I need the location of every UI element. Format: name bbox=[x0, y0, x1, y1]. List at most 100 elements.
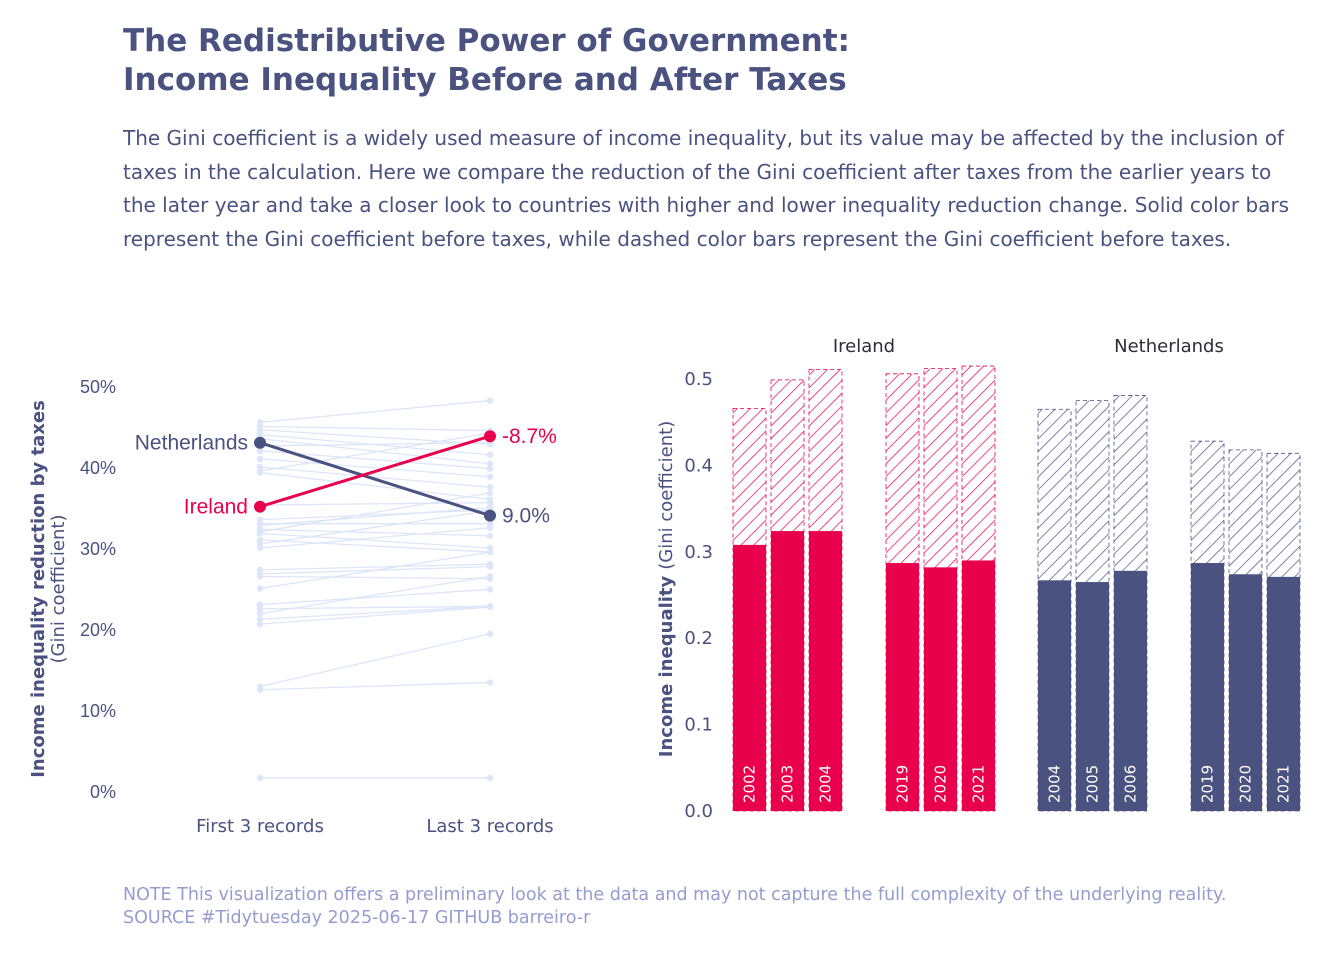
background-line bbox=[259, 588, 491, 606]
bar-after-taxes bbox=[1229, 574, 1262, 811]
bar-year-label: 2006 bbox=[1122, 765, 1140, 803]
background-point bbox=[256, 447, 264, 454]
background-point bbox=[486, 586, 494, 593]
facet-label: Netherlands bbox=[1114, 336, 1224, 357]
background-series bbox=[256, 548, 494, 592]
y-axis-title-sub: (Gini coefficient) bbox=[656, 421, 677, 570]
bar-after-taxes bbox=[924, 567, 957, 811]
background-line bbox=[259, 509, 491, 521]
y-tick-label: 0.3 bbox=[684, 542, 713, 563]
background-series bbox=[256, 573, 494, 582]
bar-year-label: 2005 bbox=[1084, 765, 1102, 803]
background-line bbox=[259, 506, 491, 526]
netherlands-label: Netherlands bbox=[135, 432, 248, 455]
background-line bbox=[259, 442, 491, 447]
background-point bbox=[486, 499, 494, 506]
background-series bbox=[256, 603, 494, 628]
bar-year-label: 2019 bbox=[1199, 765, 1217, 803]
y-tick-label: 0.5 bbox=[684, 369, 713, 390]
ireland-line bbox=[259, 434, 491, 509]
y-tick-label: 0.2 bbox=[684, 628, 713, 649]
background-point bbox=[256, 530, 264, 537]
background-point bbox=[486, 484, 494, 491]
bar-year-label: 2021 bbox=[970, 765, 988, 803]
background-point bbox=[486, 397, 494, 404]
title-line-2: Income Inequality Before and After Taxes bbox=[123, 62, 847, 98]
title-line-1: The Redistributive Power of Government: bbox=[123, 23, 850, 59]
background-series bbox=[256, 526, 494, 540]
background-line bbox=[259, 528, 491, 537]
background-point bbox=[256, 605, 264, 612]
background-point bbox=[256, 585, 264, 592]
background-point bbox=[486, 524, 494, 531]
facet-netherlands: Netherlands 2004 2005 2006 2019 2020 2021 bbox=[1037, 336, 1301, 812]
background-point bbox=[486, 630, 494, 638]
facet-ireland: Ireland 2002 2003 2004 2019 2020 2021 bbox=[732, 336, 996, 812]
background-point bbox=[486, 532, 494, 540]
background-line bbox=[259, 429, 491, 445]
y-axis-title-bold: Income inequality bbox=[656, 575, 677, 757]
background-series bbox=[256, 469, 494, 503]
ireland-point-first bbox=[254, 500, 266, 513]
background-series bbox=[256, 524, 494, 552]
bar-after-taxes bbox=[1267, 576, 1300, 811]
ireland-label: Ireland bbox=[184, 496, 248, 519]
bar-year-label: 2003 bbox=[779, 765, 797, 803]
background-point bbox=[486, 548, 494, 556]
y-tick-label: 0.1 bbox=[684, 715, 713, 736]
background-point bbox=[256, 469, 264, 476]
background-line bbox=[259, 527, 491, 549]
background-line bbox=[259, 532, 491, 549]
y-tick-label: 50% bbox=[80, 377, 116, 397]
background-point bbox=[486, 603, 494, 611]
background-point bbox=[486, 489, 494, 497]
bar-after-taxes bbox=[771, 531, 804, 811]
background-series bbox=[256, 455, 494, 480]
background-point bbox=[486, 460, 494, 467]
y-tick-label: 20% bbox=[80, 620, 116, 640]
background-series bbox=[256, 679, 494, 693]
background-point bbox=[256, 620, 264, 628]
bar-after-taxes bbox=[1076, 582, 1109, 811]
background-line bbox=[259, 605, 491, 610]
background-line bbox=[259, 575, 491, 615]
bar-after-taxes bbox=[1191, 563, 1224, 811]
y-tick-label: 0% bbox=[90, 782, 116, 802]
bar-year-label: 2002 bbox=[741, 765, 759, 803]
series-netherlands: Netherlands 9.0% bbox=[135, 432, 550, 528]
background-point bbox=[486, 563, 494, 570]
background-point bbox=[486, 774, 494, 782]
background-point bbox=[256, 544, 264, 552]
x-tick-label: First 3 records bbox=[196, 816, 324, 837]
background-point bbox=[256, 616, 264, 623]
bar-year-label: 2020 bbox=[1237, 765, 1255, 803]
bar-year-label: 2020 bbox=[932, 765, 950, 803]
background-point bbox=[256, 774, 264, 782]
bar-after-taxes bbox=[733, 544, 766, 811]
background-line bbox=[259, 472, 491, 501]
ireland-point-last bbox=[484, 430, 496, 443]
background-line bbox=[259, 563, 491, 571]
y-tick-label: 0.4 bbox=[684, 455, 713, 476]
background-line bbox=[259, 425, 491, 432]
background-series bbox=[256, 435, 494, 467]
x-tick-label: Last 3 records bbox=[426, 816, 553, 837]
background-line bbox=[259, 551, 491, 590]
background-line bbox=[259, 492, 491, 533]
background-line bbox=[259, 432, 491, 472]
background-point bbox=[256, 573, 264, 580]
background-line bbox=[259, 466, 491, 488]
background-line bbox=[259, 605, 491, 620]
background-line bbox=[259, 539, 491, 553]
bar-after-taxes bbox=[1038, 580, 1071, 811]
background-series bbox=[256, 774, 494, 782]
y-axis-subtitle: (Gini coefficient) bbox=[48, 515, 69, 664]
netherlands-line bbox=[259, 441, 491, 518]
series-ireland: Ireland -8.7% bbox=[184, 425, 557, 518]
facet-label: Ireland bbox=[833, 336, 895, 357]
bar-year-label: 2021 bbox=[1275, 765, 1293, 803]
chart-subtitle: The Gini coefficient is a widely used me… bbox=[123, 126, 1290, 251]
bar-year-label: 2019 bbox=[894, 765, 912, 803]
background-point bbox=[486, 473, 494, 480]
